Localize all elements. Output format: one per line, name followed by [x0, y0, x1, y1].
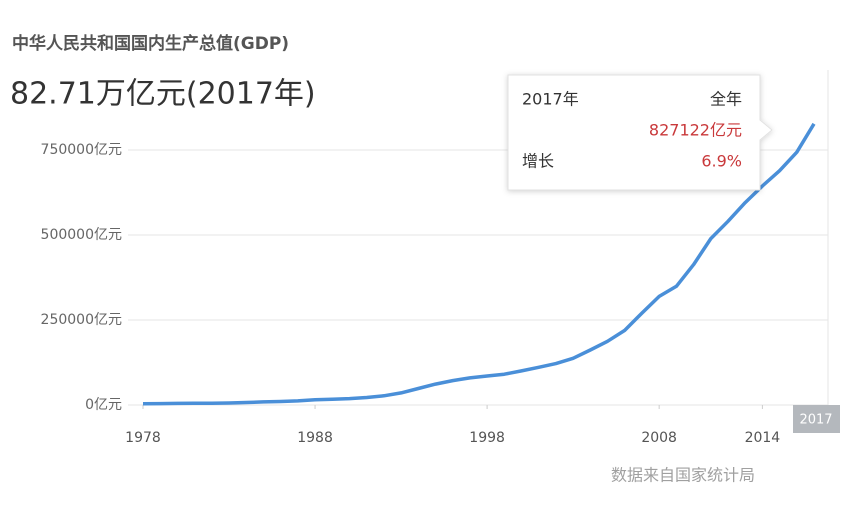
source-note: 数据来自国家统计局: [611, 466, 755, 485]
highlight-box: [793, 405, 840, 433]
tooltip-growth-label: 增长: [522, 152, 554, 171]
y-tick-label: 500000亿元: [41, 227, 122, 243]
y-tick-label: 750000亿元: [41, 142, 122, 158]
chart-title: 中华人民共和国国内生产总值(GDP): [12, 33, 289, 54]
x-tick-label: 1988: [297, 430, 333, 446]
chart-subtitle: 82.71万亿元(2017年): [10, 77, 316, 112]
x-tick-label: 1978: [125, 430, 161, 446]
x-tick-label: 1998: [469, 430, 505, 446]
tooltip: 2017年 全年 827122亿元 增长 6.9%: [507, 74, 773, 191]
tooltip-year: 2017年: [522, 90, 579, 109]
tooltip-period: 全年: [710, 90, 742, 109]
tooltip-value: 827122亿元: [649, 121, 742, 140]
tooltip-growth: 6.9%: [701, 152, 742, 171]
y-tick-label: 250000亿元: [41, 312, 122, 328]
tooltip-box: [507, 74, 773, 191]
y-tick-label: 0亿元: [85, 397, 122, 413]
x-tick-label: 2014: [745, 430, 781, 446]
gdp-line: [142, 122, 816, 406]
x-tick-label: 2008: [641, 430, 677, 446]
highlight-label: 2017: [799, 413, 832, 428]
